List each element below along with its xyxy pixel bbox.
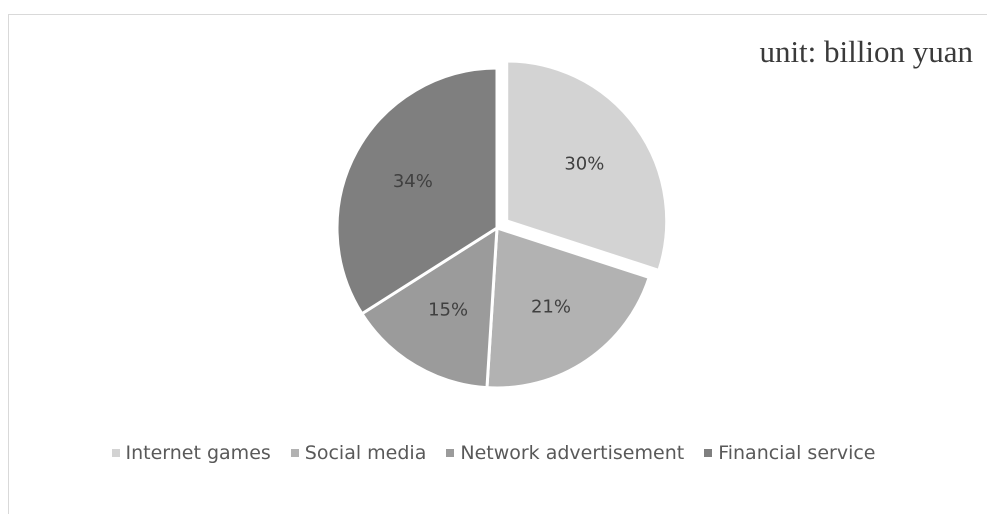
legend-item-financial-service: Financial service (704, 442, 876, 464)
data-label-financial-service: 34% (393, 171, 433, 192)
pie-slice-social-media (485, 225, 652, 390)
legend-label: Internet games (125, 442, 271, 464)
data-label-internet-games: 30% (564, 154, 604, 175)
legend-swatch (704, 449, 713, 457)
legend-swatch (446, 449, 455, 457)
legend: Internet games Social media Network advert… (0, 442, 987, 464)
data-label-social-media: 21% (531, 296, 571, 317)
legend-item-network-advertisement: Network advertisement (446, 442, 684, 464)
pie-slice-network-advertisement (359, 225, 499, 390)
pie-slice-financial-service (335, 66, 499, 316)
chart-frame (8, 14, 987, 514)
pie-slice-internet-games (505, 59, 669, 273)
legend-label: Network advertisement (460, 442, 685, 464)
legend-label: Financial service (718, 442, 876, 464)
data-label-network-advertisement: 15% (428, 300, 468, 321)
legend-swatch (111, 449, 120, 457)
unit-note: unit: billion yuan (759, 34, 973, 69)
legend-item-social-media: Social media (290, 442, 427, 464)
legend-label: Social media (304, 442, 427, 464)
pie-chart: 30% 21% 15% 34% (335, 59, 669, 390)
legend-item-internet-games: Internet games (111, 442, 271, 464)
legend-swatch (290, 449, 299, 457)
